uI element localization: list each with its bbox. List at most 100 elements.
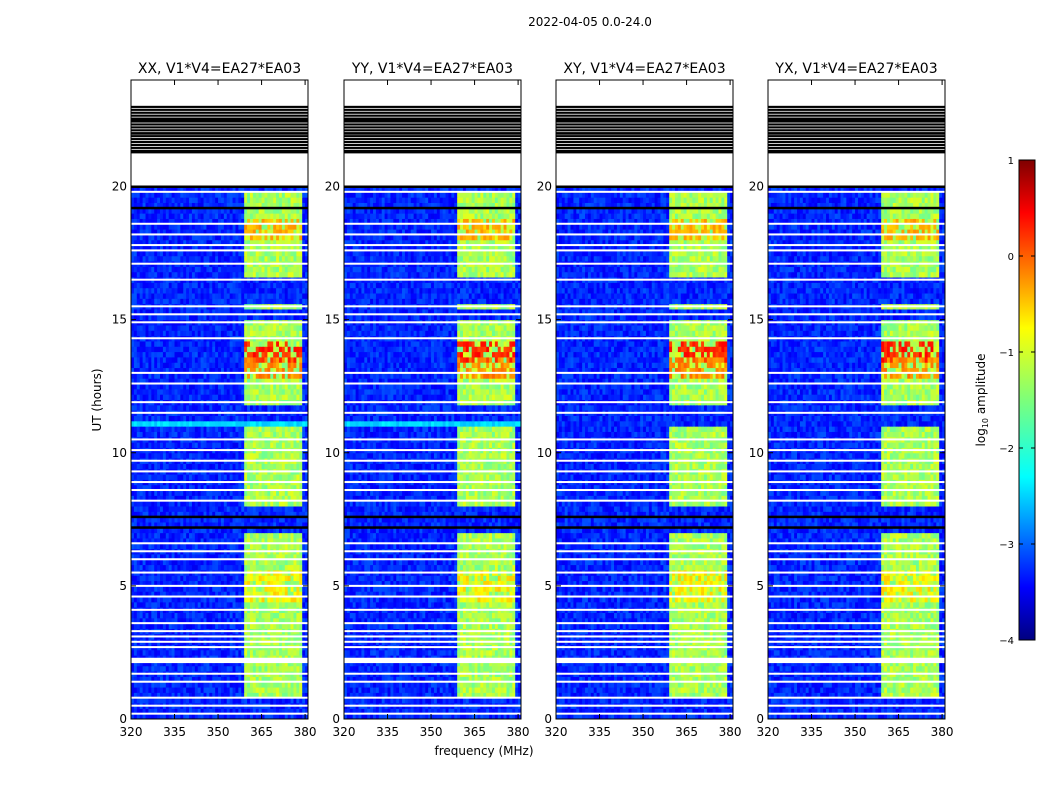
heatmap-cell xyxy=(197,601,202,608)
heatmap-cell xyxy=(223,388,228,395)
heatmap-cell xyxy=(226,324,231,331)
heatmap-cell xyxy=(284,649,289,656)
heatmap-cell xyxy=(281,442,286,448)
heatmap-cell xyxy=(278,697,283,704)
heatmap-cell xyxy=(264,713,268,720)
heatmap-cell xyxy=(281,330,286,337)
heatmap-cell xyxy=(200,293,205,299)
heatmap-cell xyxy=(191,543,196,550)
heatmap-cell xyxy=(241,697,245,704)
heatmap-cell xyxy=(238,293,242,299)
heatmap-cell xyxy=(151,665,155,672)
heatmap-cell xyxy=(194,282,199,289)
heatmap-cell xyxy=(226,495,231,502)
heatmap-cell xyxy=(186,543,190,550)
heatmap-cell xyxy=(154,404,158,411)
heatmap-cell xyxy=(154,649,158,656)
heatmap-cell xyxy=(194,559,199,566)
heatmap-cell xyxy=(189,713,193,720)
heatmap-cell xyxy=(247,484,251,491)
heatmap-cell xyxy=(284,527,289,534)
heatmap-cell xyxy=(264,687,268,693)
heatmap-cell xyxy=(177,394,181,401)
heatmap-cell xyxy=(139,553,144,560)
heatmap-cell xyxy=(252,346,257,353)
heatmap-cell xyxy=(177,463,181,470)
heatmap-cell xyxy=(235,346,239,353)
heatmap-cell xyxy=(296,330,300,337)
heatmap-cell xyxy=(293,612,297,619)
heatmap-cell xyxy=(264,692,268,699)
heatmap-cell xyxy=(136,553,141,560)
heatmap-cell xyxy=(162,553,167,560)
heatmap-cell xyxy=(273,394,277,401)
heatmap-cell xyxy=(281,543,286,550)
heatmap-cell xyxy=(197,362,202,369)
heatmap-cell xyxy=(157,362,161,369)
heatmap-cell xyxy=(276,575,280,582)
heatmap-cell xyxy=(180,388,184,395)
heatmap-cell xyxy=(131,324,135,331)
heatmap-cell xyxy=(215,324,219,331)
heatmap-cell xyxy=(131,298,135,305)
heatmap-cell xyxy=(223,442,228,448)
heatmap-cell xyxy=(197,415,202,422)
heatmap-cell xyxy=(162,713,167,720)
heatmap-cell xyxy=(267,713,271,720)
heatmap-cell xyxy=(247,490,251,496)
heatmap-cell xyxy=(244,506,248,512)
heatmap-cell xyxy=(249,649,254,656)
heatmap-cell xyxy=(223,601,228,608)
heatmap-cell xyxy=(191,404,196,411)
heatmap-cell xyxy=(249,708,254,715)
heatmap-cell xyxy=(244,404,248,411)
heatmap-cell xyxy=(186,676,190,683)
heatmap-cell xyxy=(223,362,228,369)
heatmap-cell xyxy=(139,426,144,432)
heatmap-cell xyxy=(264,511,268,518)
heatmap-cell xyxy=(206,426,210,432)
heatmap-cell xyxy=(235,687,239,693)
heatmap-cell xyxy=(183,585,187,592)
heatmap-cell xyxy=(226,681,231,688)
heatmap-cell xyxy=(180,431,184,438)
heatmap-cell xyxy=(209,500,213,507)
heatmap-cell xyxy=(148,537,152,544)
heatmap-cell xyxy=(287,532,292,539)
heatmap-cell xyxy=(174,521,178,528)
heatmap-cell xyxy=(302,340,306,347)
heatmap-cell xyxy=(215,388,219,395)
heatmap-cell xyxy=(293,298,297,305)
heatmap-cell xyxy=(148,330,152,337)
heatmap-cell xyxy=(191,442,196,448)
heatmap-cell xyxy=(264,426,268,432)
heatmap-cell xyxy=(154,351,158,358)
heatmap-cell xyxy=(264,623,268,629)
heatmap-cell xyxy=(258,575,263,582)
heatmap-cell xyxy=(165,660,170,667)
heatmap-cell xyxy=(287,553,292,560)
heatmap-cell xyxy=(223,420,228,427)
heatmap-cell xyxy=(200,543,205,550)
heatmap-cell xyxy=(299,426,303,432)
heatmap-cell xyxy=(209,463,213,470)
heatmap-cell xyxy=(249,697,254,704)
heatmap-cell xyxy=(273,713,277,720)
heatmap-cell xyxy=(177,543,181,550)
heatmap-cell xyxy=(226,431,231,438)
heatmap-cell xyxy=(290,596,294,603)
heatmap-cell xyxy=(290,612,294,619)
heatmap-cell xyxy=(154,697,158,704)
heatmap-cell xyxy=(160,591,164,598)
heatmap-cell xyxy=(232,356,236,363)
heatmap-cell xyxy=(273,442,277,448)
heatmap-cell xyxy=(183,356,187,363)
heatmap-cell xyxy=(276,506,280,512)
heatmap-cell xyxy=(154,500,158,507)
heatmap-cell xyxy=(145,665,149,672)
heatmap-cell xyxy=(180,580,184,587)
heatmap-cell xyxy=(241,676,245,683)
heatmap-cell xyxy=(264,442,268,448)
heatmap-cell xyxy=(194,564,199,571)
heatmap-cell xyxy=(171,617,176,624)
